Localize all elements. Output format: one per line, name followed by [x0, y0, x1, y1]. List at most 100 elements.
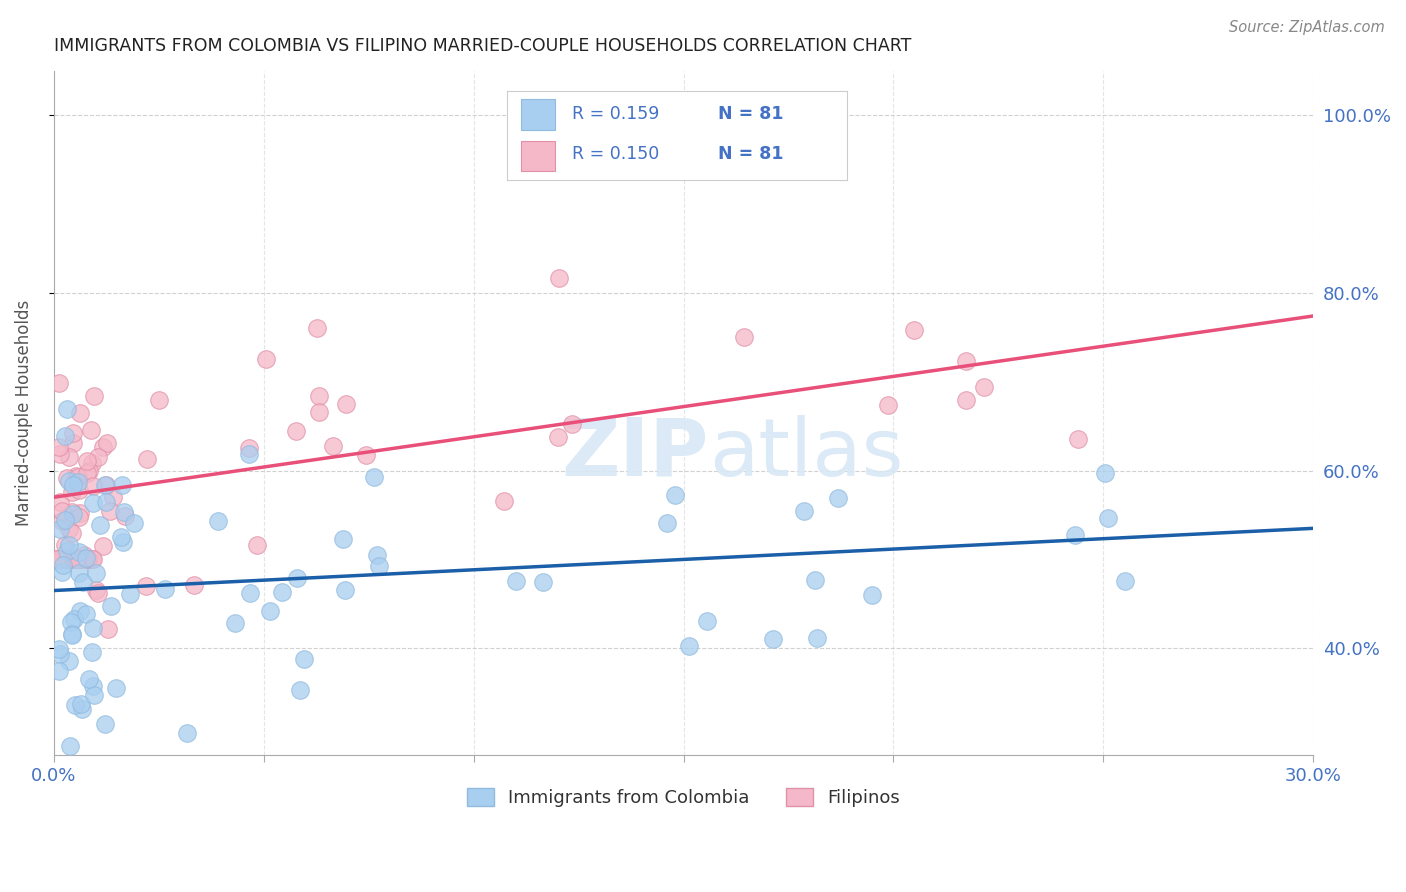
Point — [53, 513, 76, 527]
Point — [112, 505, 135, 519]
Point — [60, 526, 83, 541]
Point — [973, 380, 995, 394]
Point — [332, 533, 354, 547]
Point — [955, 354, 977, 368]
Point — [307, 321, 329, 335]
Point — [804, 573, 827, 587]
Point — [548, 271, 571, 285]
Point — [955, 392, 977, 407]
Point — [76, 454, 98, 468]
Legend: Immigrants from Colombia, Filipinos: Immigrants from Colombia, Filipinos — [460, 780, 907, 814]
Point — [59, 615, 82, 630]
Point — [76, 551, 98, 566]
Point — [860, 588, 883, 602]
Point — [366, 548, 388, 562]
Point — [246, 538, 269, 552]
Point — [69, 405, 91, 419]
Point — [368, 558, 391, 573]
Point — [93, 716, 115, 731]
Point — [62, 627, 84, 641]
Point — [58, 654, 80, 668]
Point — [49, 552, 72, 566]
Point — [56, 544, 79, 558]
Point — [69, 698, 91, 712]
Point — [82, 456, 104, 470]
Point — [547, 429, 569, 443]
Point — [79, 464, 101, 478]
Point — [52, 552, 75, 566]
Point — [63, 552, 86, 566]
Point — [69, 506, 91, 520]
Text: atlas: atlas — [709, 415, 903, 493]
Point — [84, 566, 107, 580]
Point — [254, 352, 277, 367]
Point — [62, 425, 84, 440]
Point — [83, 389, 105, 403]
Point — [271, 584, 294, 599]
Point — [322, 439, 344, 453]
Point — [259, 604, 281, 618]
Point — [56, 471, 79, 485]
Point — [762, 632, 785, 646]
Point — [806, 631, 828, 645]
Point — [664, 488, 686, 502]
Point — [285, 424, 308, 438]
Point — [135, 579, 157, 593]
Point — [70, 552, 93, 566]
Point — [363, 470, 385, 484]
Point — [86, 450, 108, 464]
Point — [290, 682, 312, 697]
Point — [734, 330, 756, 344]
Point — [148, 392, 170, 407]
Point — [49, 494, 72, 508]
Point — [72, 549, 94, 563]
Point — [58, 538, 80, 552]
Point — [72, 575, 94, 590]
Point — [224, 615, 246, 630]
Point — [1114, 574, 1136, 588]
Point — [49, 647, 72, 661]
Point — [53, 538, 76, 552]
Point — [877, 398, 900, 412]
Point — [67, 545, 90, 559]
Point — [82, 478, 104, 492]
Point — [98, 504, 121, 518]
Point — [308, 389, 330, 403]
Y-axis label: Married-couple Households: Married-couple Households — [15, 300, 32, 526]
Point — [124, 516, 146, 531]
Point — [51, 504, 73, 518]
Point — [100, 599, 122, 614]
Point — [67, 510, 90, 524]
Point — [104, 681, 127, 696]
Point — [80, 552, 103, 566]
Point — [48, 664, 70, 678]
Point — [696, 614, 718, 628]
Point — [56, 552, 79, 566]
Point — [60, 505, 83, 519]
Point — [561, 417, 583, 431]
Point — [83, 688, 105, 702]
Text: ZIP: ZIP — [561, 415, 709, 493]
Point — [59, 739, 82, 753]
Point — [82, 552, 104, 566]
Point — [96, 436, 118, 450]
Point — [94, 478, 117, 492]
Point — [1067, 432, 1090, 446]
Point — [292, 651, 315, 665]
Point — [66, 475, 89, 490]
Point — [60, 628, 83, 642]
Point — [48, 641, 70, 656]
Point — [58, 552, 80, 566]
Point — [66, 470, 89, 484]
Point — [114, 508, 136, 523]
Point — [58, 474, 80, 488]
Point — [91, 539, 114, 553]
Point — [76, 466, 98, 480]
Point — [48, 440, 70, 454]
Point — [48, 376, 70, 391]
Point — [52, 558, 75, 572]
Point — [793, 504, 815, 518]
Point — [67, 566, 90, 581]
Point — [62, 507, 84, 521]
Point — [110, 530, 132, 544]
